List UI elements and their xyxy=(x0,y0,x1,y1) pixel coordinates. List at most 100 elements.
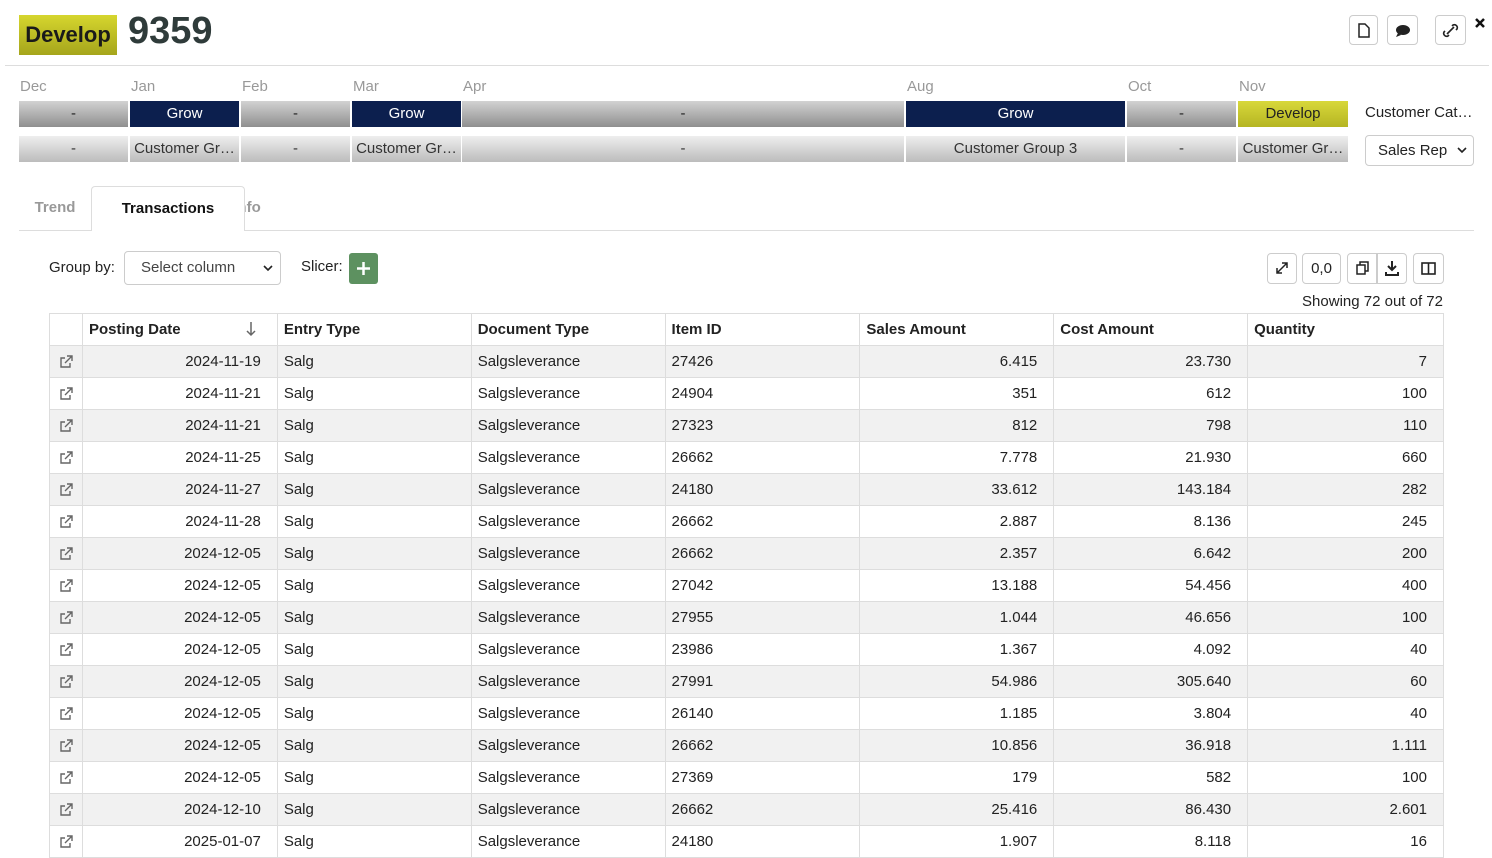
open-link[interactable] xyxy=(50,442,83,474)
open-link[interactable] xyxy=(50,346,83,378)
link-button[interactable] xyxy=(1435,15,1466,45)
download-button[interactable] xyxy=(1377,253,1407,284)
table-cell: 1.185 xyxy=(860,698,1055,730)
status-segment: - xyxy=(241,101,350,127)
table-cell: Salgsleverance xyxy=(471,346,666,378)
table-cell: 1.367 xyxy=(860,634,1055,666)
table-cell: 13.188 xyxy=(860,570,1055,602)
open-link[interactable] xyxy=(50,762,83,794)
table-cell: 2024-12-05 xyxy=(82,634,278,666)
table-cell: 40 xyxy=(1248,634,1444,666)
table-cell: 1.907 xyxy=(860,826,1055,858)
table-cell: 46.656 xyxy=(1054,602,1249,634)
category-label: Customer Cat… xyxy=(1365,104,1473,121)
table-cell: Salgsleverance xyxy=(471,826,666,858)
status-segment: - xyxy=(1127,101,1236,127)
table-cell: 2024-11-27 xyxy=(82,474,278,506)
table-cell: 2024-12-05 xyxy=(82,762,278,794)
open-link[interactable] xyxy=(50,506,83,538)
copy-button[interactable] xyxy=(1347,253,1377,284)
table-cell: Salg xyxy=(277,442,472,474)
status-segment: Grow xyxy=(130,101,239,127)
sales-rep-select[interactable]: Sales Rep xyxy=(1365,135,1474,166)
open-link[interactable] xyxy=(50,666,83,698)
open-link[interactable] xyxy=(50,570,83,602)
table-cell: 40 xyxy=(1248,698,1444,730)
external-link-icon xyxy=(60,674,73,688)
close-button[interactable] xyxy=(1473,16,1487,30)
table-cell: 2024-12-05 xyxy=(82,666,278,698)
header-cell[interactable]: Item ID xyxy=(665,314,861,346)
open-link[interactable] xyxy=(50,698,83,730)
table-cell: 8.118 xyxy=(1054,826,1249,858)
table-row: 2024-12-05 Salg Salgsleverance 26662 2.357 6.… xyxy=(50,538,1444,570)
table-cell: Salgsleverance xyxy=(471,442,666,474)
month-label: Oct xyxy=(1128,78,1152,95)
table-cell: Salgsleverance xyxy=(471,474,666,506)
add-slicer-button[interactable] xyxy=(349,253,378,284)
table-row: 2025-01-07 Salg Salgsleverance 24180 1.907 8.… xyxy=(50,826,1444,858)
tab[interactable]: Trend xyxy=(19,186,91,230)
table-cell: Salg xyxy=(277,730,472,762)
sort-icon[interactable] xyxy=(245,321,257,337)
open-link[interactable] xyxy=(50,730,83,762)
icon xyxy=(1358,23,1370,38)
table-row: 2024-12-10 Salg Salgsleverance 26662 25.416 8… xyxy=(50,794,1444,826)
month-label: Feb xyxy=(242,78,268,95)
header-cell[interactable]: Posting Date xyxy=(82,314,278,346)
open-link[interactable] xyxy=(50,378,83,410)
table-cell: 2024-11-28 xyxy=(82,506,278,538)
table-cell: 25.416 xyxy=(860,794,1055,826)
group-by-select[interactable]: Select column xyxy=(124,251,281,285)
table-cell: 2024-11-19 xyxy=(82,346,278,378)
table-row: 2024-11-27 Salg Salgsleverance 24180 33.612 1… xyxy=(50,474,1444,506)
open-link[interactable] xyxy=(50,410,83,442)
table-row: 2024-11-28 Salg Salgsleverance 26662 2.887 8.… xyxy=(50,506,1444,538)
open-link[interactable] xyxy=(50,474,83,506)
comment-button[interactable] xyxy=(1387,15,1418,45)
open-link[interactable] xyxy=(50,602,83,634)
header-cell[interactable]: Cost Amount xyxy=(1054,314,1249,346)
open-link[interactable] xyxy=(50,538,83,570)
row-count: Showing 72 out of 72 xyxy=(1302,293,1443,310)
external-link-icon xyxy=(60,834,73,848)
month-label: Dec xyxy=(20,78,47,95)
table-cell: Salgsleverance xyxy=(471,506,666,538)
header-cell[interactable]: Quantity xyxy=(1248,314,1444,346)
header-cell[interactable]: Document Type xyxy=(471,314,666,346)
external-link-icon xyxy=(60,386,73,400)
table-cell: 33.612 xyxy=(860,474,1055,506)
table-cell: Salgsleverance xyxy=(471,538,666,570)
tab[interactable]: Transactions xyxy=(91,186,245,231)
table-cell: 24180 xyxy=(665,474,861,506)
table-cell: 86.430 xyxy=(1054,794,1249,826)
status-segment: - xyxy=(462,101,904,127)
columns-button[interactable] xyxy=(1413,253,1444,284)
month-label: Apr xyxy=(463,78,487,95)
status-segment: - xyxy=(19,101,128,127)
header-cell[interactable]: Entry Type xyxy=(277,314,472,346)
status-badge: Develop xyxy=(19,15,117,55)
table-cell: 8.136 xyxy=(1054,506,1249,538)
table-cell: 2024-12-05 xyxy=(82,730,278,762)
table-cell: 612 xyxy=(1054,378,1249,410)
table-row: 2024-11-19 Salg Salgsleverance 27426 6.415 23… xyxy=(50,346,1444,378)
table-cell: 26140 xyxy=(665,698,861,730)
table-cell: 23.730 xyxy=(1054,346,1249,378)
slicer-label: Slicer: xyxy=(301,258,343,275)
header-cell[interactable]: Sales Amount xyxy=(860,314,1055,346)
table-cell: 54.456 xyxy=(1054,570,1249,602)
decimal-button[interactable]: 0,0 xyxy=(1302,253,1341,284)
table-cell: 200 xyxy=(1248,538,1444,570)
table-row: 2024-12-05 Salg Salgsleverance 26662 10.856 3… xyxy=(50,730,1444,762)
open-link[interactable] xyxy=(50,794,83,826)
expand-button[interactable] xyxy=(1267,253,1297,284)
table-cell: Salg xyxy=(277,634,472,666)
table-cell: 24180 xyxy=(665,826,861,858)
table-cell: 1.111 xyxy=(1248,730,1444,762)
table-cell: 26662 xyxy=(665,442,861,474)
group-segment: - xyxy=(241,136,350,162)
document-button[interactable] xyxy=(1349,15,1378,45)
open-link[interactable] xyxy=(50,634,83,666)
open-link[interactable] xyxy=(50,826,83,858)
